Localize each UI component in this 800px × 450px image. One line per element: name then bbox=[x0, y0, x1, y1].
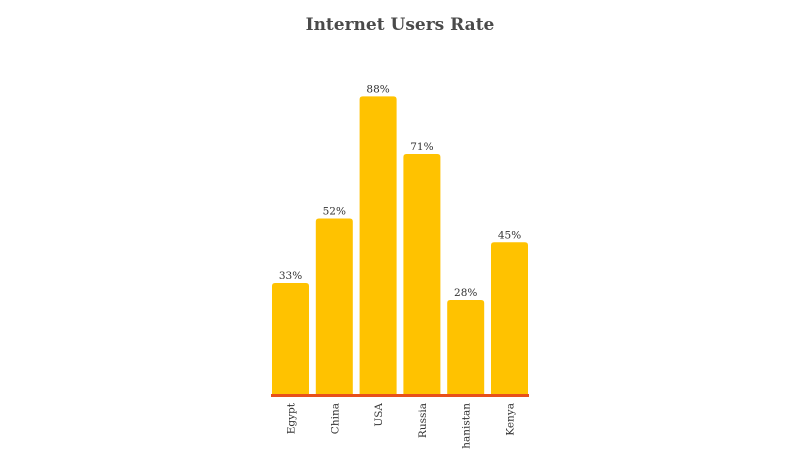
bar-5 bbox=[491, 242, 528, 395]
bar-3 bbox=[403, 154, 441, 395]
value-label-3: 71% bbox=[410, 141, 433, 153]
x-tick-label-0: Egypt bbox=[286, 402, 298, 434]
x-tick-label-5: Kenya bbox=[505, 403, 517, 436]
x-axis-tick-labels: Egypt China USA Russia hanistan Kenya bbox=[286, 402, 517, 449]
bar-4 bbox=[447, 299, 485, 395]
value-labels: 33% 52% 88% 71% 28% 45% bbox=[279, 83, 521, 299]
chart-title: Internet Users Rate bbox=[306, 15, 495, 35]
x-axis-baseline bbox=[271, 394, 529, 397]
value-label-0: 33% bbox=[279, 270, 302, 282]
value-label-1: 52% bbox=[323, 206, 346, 218]
bars bbox=[272, 96, 528, 395]
x-tick-label-1: China bbox=[329, 403, 341, 434]
x-tick-label-3: Russia bbox=[417, 403, 429, 438]
value-label-5: 45% bbox=[498, 229, 521, 241]
x-tick-label-4: hanistan bbox=[461, 403, 473, 449]
x-tick-label-2: USA bbox=[373, 403, 385, 427]
bar-1 bbox=[315, 218, 353, 395]
value-label-4: 28% bbox=[454, 287, 477, 299]
bar-2 bbox=[359, 96, 397, 395]
bar-0 bbox=[272, 282, 309, 395]
value-label-2: 88% bbox=[366, 83, 389, 95]
